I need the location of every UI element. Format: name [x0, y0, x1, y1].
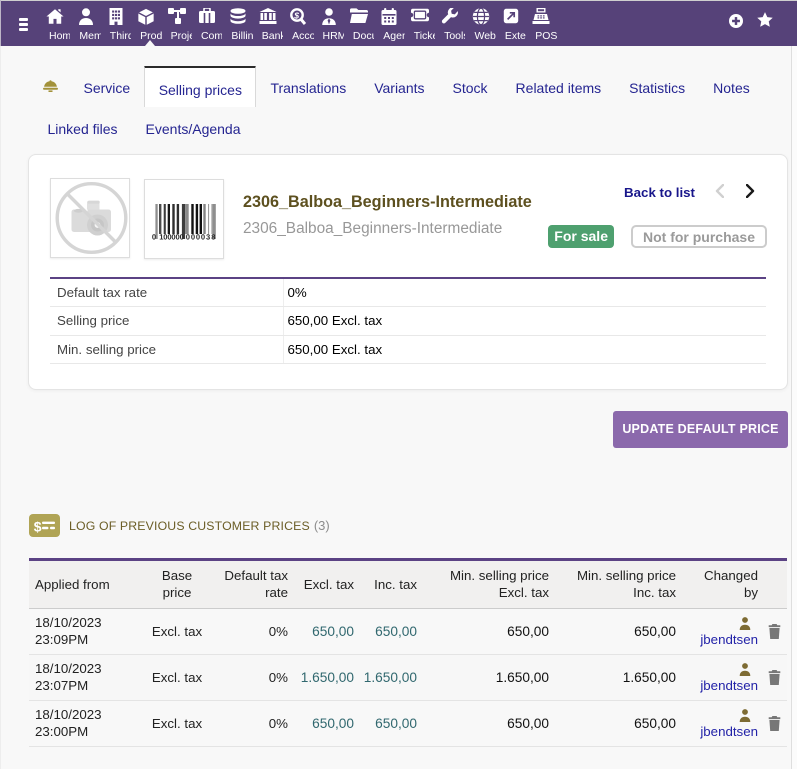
svg-text:$: $	[34, 518, 42, 534]
svg-text:$: $	[294, 10, 300, 20]
svg-text:0: 0	[152, 233, 156, 242]
svg-text:100000: 100000	[159, 233, 184, 242]
svg-text:8: 8	[211, 233, 215, 242]
svg-text:00003: 00003	[186, 233, 210, 242]
